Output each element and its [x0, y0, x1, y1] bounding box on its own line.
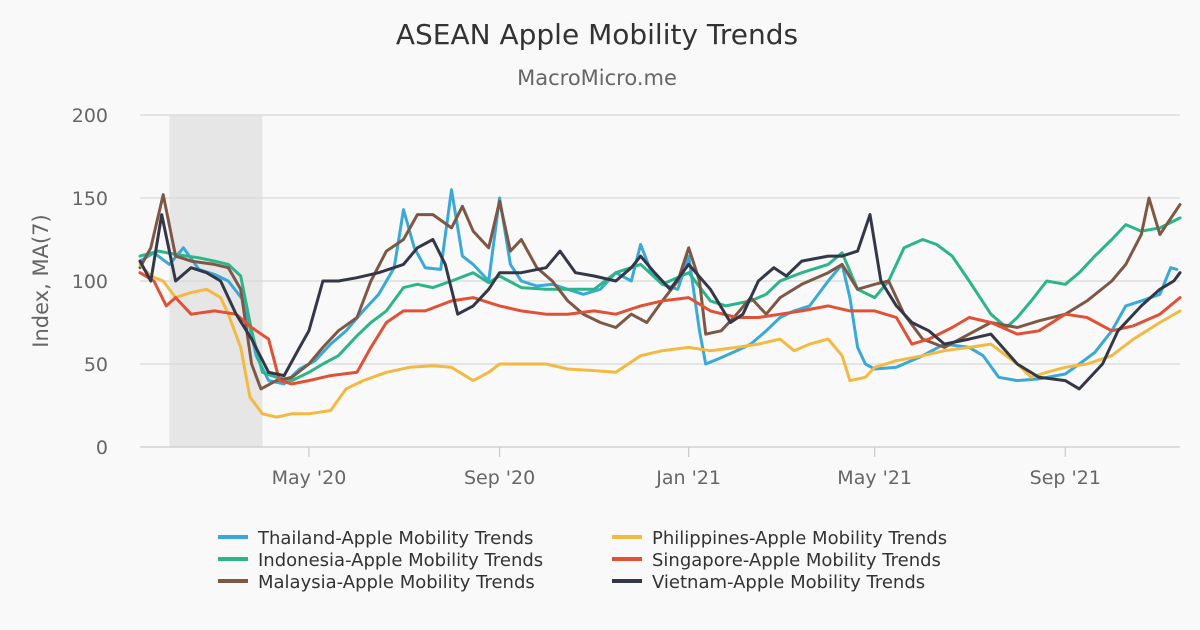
legend-label: Philippines-Apple Mobility Trends — [652, 528, 947, 549]
series-line — [138, 188, 1179, 386]
chart-subtitle: MacroMicro.me — [517, 66, 677, 90]
chart-title: ASEAN Apple Mobility Trends — [396, 18, 798, 51]
plot-area: 0 50 100 150 200 May '20 Sep '20 Jan '21 May '21… — [72, 105, 1182, 489]
x-tick-label: Sep '20 — [464, 467, 535, 489]
x-tick-label: May '20 — [272, 467, 347, 489]
legend-label: Thailand-Apple Mobility Trends — [257, 528, 533, 549]
x-tick-label: May '21 — [837, 467, 912, 489]
y-tick-label: 50 — [84, 354, 108, 376]
y-tick-label: 150 — [72, 188, 108, 210]
legend-label: Malaysia-Apple Mobility Trends — [258, 572, 535, 593]
x-tick-label: Jan '21 — [655, 467, 721, 489]
series-line — [138, 213, 1182, 391]
y-tick-label: 200 — [72, 105, 108, 127]
legend-label: Indonesia-Apple Mobility Trends — [258, 550, 543, 571]
series-line — [138, 271, 1182, 386]
y-axis-label: Index, MA(7) — [29, 214, 53, 347]
legend-label: Singapore-Apple Mobility Trends — [652, 550, 941, 571]
y-tick-label: 0 — [96, 437, 108, 459]
series-line — [138, 193, 1182, 391]
x-tick-label: Sep '21 — [1030, 467, 1101, 489]
series-line — [138, 216, 1182, 383]
legend-label: Vietnam-Apple Mobility Trends — [652, 572, 925, 593]
legend: Thailand-Apple Mobility Trends Philippine… — [218, 528, 947, 593]
y-tick-label: 100 — [72, 271, 108, 293]
series-line — [138, 262, 1182, 419]
